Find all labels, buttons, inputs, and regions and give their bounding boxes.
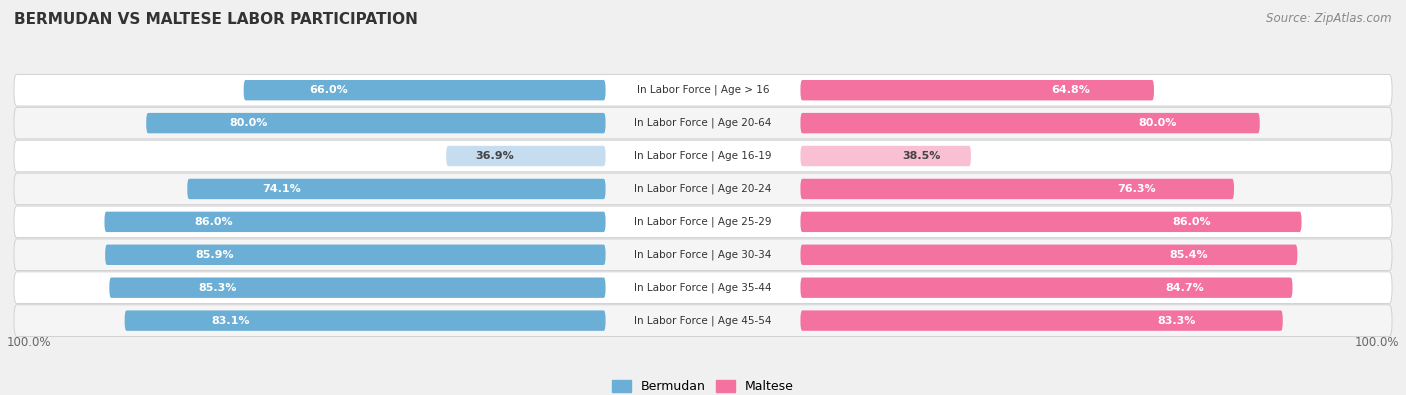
Text: 85.9%: 85.9% — [195, 250, 233, 260]
FancyBboxPatch shape — [14, 107, 1392, 139]
Text: Source: ZipAtlas.com: Source: ZipAtlas.com — [1267, 12, 1392, 25]
Text: In Labor Force | Age 35-44: In Labor Force | Age 35-44 — [634, 282, 772, 293]
Text: In Labor Force | Age 20-64: In Labor Force | Age 20-64 — [634, 118, 772, 128]
Text: 100.0%: 100.0% — [7, 335, 52, 348]
FancyBboxPatch shape — [800, 113, 1260, 134]
Legend: Bermudan, Maltese: Bermudan, Maltese — [607, 375, 799, 395]
FancyBboxPatch shape — [14, 140, 1392, 172]
Text: 86.0%: 86.0% — [194, 217, 233, 227]
FancyBboxPatch shape — [800, 146, 972, 166]
FancyBboxPatch shape — [446, 146, 606, 166]
Text: 85.4%: 85.4% — [1170, 250, 1208, 260]
FancyBboxPatch shape — [243, 80, 606, 100]
Text: 86.0%: 86.0% — [1173, 217, 1212, 227]
FancyBboxPatch shape — [14, 272, 1392, 303]
Text: 38.5%: 38.5% — [901, 151, 941, 161]
Text: 80.0%: 80.0% — [229, 118, 267, 128]
Text: 84.7%: 84.7% — [1166, 283, 1204, 293]
FancyBboxPatch shape — [110, 277, 606, 298]
Text: 83.3%: 83.3% — [1157, 316, 1197, 325]
FancyBboxPatch shape — [800, 245, 1298, 265]
FancyBboxPatch shape — [187, 179, 606, 199]
Text: 80.0%: 80.0% — [1139, 118, 1177, 128]
FancyBboxPatch shape — [14, 239, 1392, 271]
Text: 36.9%: 36.9% — [475, 151, 513, 161]
Text: In Labor Force | Age 30-34: In Labor Force | Age 30-34 — [634, 250, 772, 260]
FancyBboxPatch shape — [14, 173, 1392, 205]
Text: 66.0%: 66.0% — [309, 85, 347, 95]
FancyBboxPatch shape — [14, 206, 1392, 238]
FancyBboxPatch shape — [105, 245, 606, 265]
Text: 64.8%: 64.8% — [1052, 85, 1090, 95]
FancyBboxPatch shape — [800, 212, 1302, 232]
Text: BERMUDAN VS MALTESE LABOR PARTICIPATION: BERMUDAN VS MALTESE LABOR PARTICIPATION — [14, 12, 418, 27]
Text: In Labor Force | Age > 16: In Labor Force | Age > 16 — [637, 85, 769, 96]
FancyBboxPatch shape — [800, 310, 1282, 331]
Text: In Labor Force | Age 25-29: In Labor Force | Age 25-29 — [634, 216, 772, 227]
FancyBboxPatch shape — [125, 310, 606, 331]
Text: 74.1%: 74.1% — [263, 184, 301, 194]
Text: In Labor Force | Age 20-24: In Labor Force | Age 20-24 — [634, 184, 772, 194]
FancyBboxPatch shape — [14, 74, 1392, 106]
FancyBboxPatch shape — [104, 212, 606, 232]
Text: 85.3%: 85.3% — [198, 283, 238, 293]
Text: 100.0%: 100.0% — [1354, 335, 1399, 348]
FancyBboxPatch shape — [800, 277, 1292, 298]
Text: 76.3%: 76.3% — [1118, 184, 1156, 194]
FancyBboxPatch shape — [146, 113, 606, 134]
FancyBboxPatch shape — [800, 179, 1234, 199]
FancyBboxPatch shape — [14, 305, 1392, 337]
Text: In Labor Force | Age 45-54: In Labor Force | Age 45-54 — [634, 315, 772, 326]
FancyBboxPatch shape — [800, 80, 1154, 100]
Text: 83.1%: 83.1% — [211, 316, 250, 325]
Text: In Labor Force | Age 16-19: In Labor Force | Age 16-19 — [634, 151, 772, 161]
